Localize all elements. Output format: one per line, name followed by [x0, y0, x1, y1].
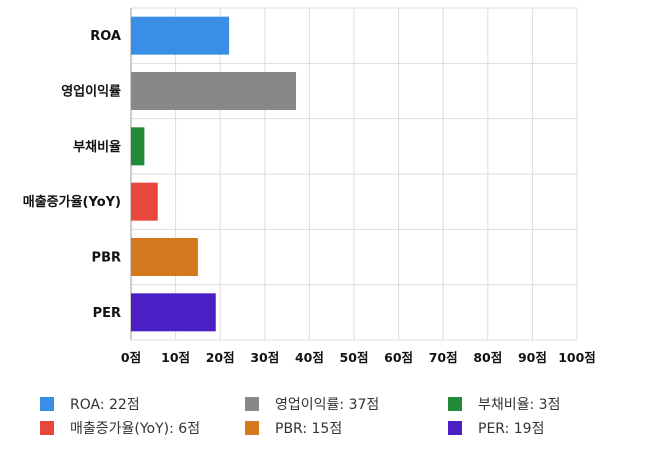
legend-label: 매출증가율(YoY): 6점 [70, 421, 201, 437]
legend-label: 부채비율: 3점 [478, 397, 561, 413]
x-tick-label: 100점 [558, 350, 596, 365]
x-tick-label: 80점 [473, 350, 502, 365]
x-tick-label: 50점 [340, 350, 369, 365]
legend-item-revenue-growth: 매출증가율(YoY): 6점 [40, 418, 200, 438]
grid-lines [130, 7, 578, 341]
x-tick-label: 20점 [206, 350, 235, 365]
legend-swatch [448, 397, 462, 411]
legend-swatch [40, 397, 54, 411]
x-tick-label: 90점 [518, 350, 547, 365]
legend-label: 영업이익률: 37점 [275, 397, 380, 413]
legend-item-per: PER: 19점 [448, 418, 544, 438]
category-label: 매출증가율(YoY) [23, 194, 121, 210]
legend-item-pbr: PBR: 15점 [245, 418, 342, 438]
legend-label: PER: 19점 [478, 421, 545, 437]
category-label: 영업이익률 [61, 84, 121, 100]
legend-label: ROA: 22점 [70, 397, 140, 413]
bar [131, 293, 216, 332]
bar [131, 182, 158, 221]
x-tick-labels: 0점 10점 20점 30점 40점 50점 60점 70점 80점 90점 100점 [121, 350, 596, 365]
x-tick-label: 30점 [250, 350, 279, 365]
legend-swatch [245, 397, 259, 411]
category-label: PBR [92, 251, 121, 266]
x-tick-label: 10점 [161, 350, 190, 365]
bars [131, 16, 297, 332]
bar [131, 238, 198, 276]
category-label: 부채비율 [73, 139, 121, 155]
x-tick-label: 40점 [295, 350, 324, 365]
bar [131, 127, 145, 166]
legend-label: PBR: 15점 [275, 421, 343, 437]
category-label: ROA [90, 29, 121, 44]
legend-swatch [448, 421, 462, 435]
bar [131, 16, 230, 55]
x-tick-label: 0점 [121, 350, 141, 365]
legend-swatch [40, 421, 54, 435]
legend-item-roa: ROA: 22점 [40, 394, 140, 414]
bar [131, 72, 297, 110]
legend-swatch [245, 421, 259, 435]
legend-item-debt-ratio: 부채비율: 3점 [448, 394, 560, 414]
x-tick-label: 70점 [429, 350, 458, 365]
legend-item-operating-margin: 영업이익률: 37점 [245, 394, 379, 414]
x-tick-label: 60점 [384, 350, 413, 365]
category-label: PER [93, 306, 121, 321]
